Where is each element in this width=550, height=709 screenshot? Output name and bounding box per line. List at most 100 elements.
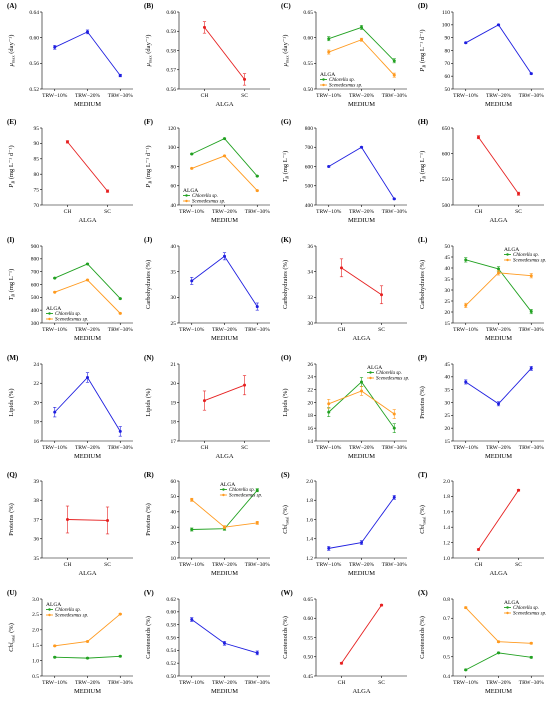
y-tick-label: 40 <box>171 510 177 516</box>
y-tick-label: 17 <box>171 439 177 445</box>
legend-marker <box>369 371 371 373</box>
data-point <box>256 489 259 492</box>
x-axis-title: MEDIUM <box>211 688 238 695</box>
panel-letter: (M) <box>7 354 19 362</box>
x-axis-title: MEDIUM <box>485 335 512 342</box>
data-point <box>53 644 56 647</box>
x-tick-label: TRW−10% <box>179 327 205 333</box>
data-point <box>327 411 330 414</box>
x-tick-label: TRW−20% <box>349 562 375 568</box>
panel-o: (O)14161820222426TRW−10% TRW−20% TRW−30%ME… <box>281 354 409 460</box>
y-tick-label: 700 <box>305 145 314 151</box>
series-line-main <box>204 27 244 79</box>
y-tick-label: 0.5 <box>32 674 39 680</box>
y-axis-title: Proteins (%) <box>145 503 152 536</box>
x-tick-label: SC <box>104 209 111 215</box>
y-axis-title: Chltotal (%) <box>419 505 427 534</box>
data-point <box>53 277 56 280</box>
panel-b: (B)0.560.570.580.590.60CH SCALGAμmax (day… <box>144 2 270 108</box>
x-axis-title: MEDIUM <box>485 453 512 460</box>
y-axis-title: μmax (day⁻¹) <box>145 35 153 67</box>
y-tick-label: 100 <box>442 23 451 29</box>
y-tick-label: 0.55 <box>303 635 313 641</box>
panel-l: (L)1520253035404550TRW−10% TRW−20% TRW−30%… <box>418 236 546 342</box>
series-line-scenedesmus <box>192 156 258 191</box>
panel-s: (S)1.21.41.61.82.0TRW−10% TRW−20% TRW−30%M… <box>281 471 407 577</box>
y-tick-label: 50 <box>445 87 451 93</box>
data-point <box>119 613 122 616</box>
y-axis-title: PB (mg L⁻¹ d⁻¹) <box>145 145 153 188</box>
data-point <box>327 165 330 168</box>
panel-d: (D) 50 60 70 80 90 100 110 TRW−10% TRW−20% TRW−30%… <box>418 2 544 108</box>
y-tick-label: 60 <box>171 184 177 190</box>
y-tick-label: 38 <box>34 498 40 504</box>
data-point <box>256 175 259 178</box>
panel-t: (T)1.01.21.41.61.82.0CH SCALGAChltotal (%… <box>418 471 544 577</box>
panel-g: (G)400500600700800TRW−10% TRW−20% TRW−30%M… <box>281 118 407 224</box>
x-tick-label: TRW−30% <box>519 680 545 686</box>
panel-letter: (Q) <box>7 471 18 479</box>
y-tick-label: 1.4 <box>443 525 450 531</box>
y-tick-label: 0.56 <box>166 635 176 641</box>
data-point <box>327 547 330 550</box>
panel-letter: (A) <box>7 2 17 10</box>
x-tick-label: TRW−10% <box>42 93 68 99</box>
data-point <box>86 262 89 265</box>
y-tick-label: 0.57 <box>166 68 176 74</box>
y-tick-label: 22 <box>308 387 314 393</box>
x-tick-label: TRW−30% <box>382 209 408 215</box>
y-axis-title: Carotenoids (%) <box>282 616 289 659</box>
legend-marker <box>369 377 371 379</box>
legend-marker <box>48 318 50 320</box>
y-tick-label: 110 <box>442 10 450 16</box>
y-tick-label: 35 <box>171 269 177 275</box>
data-point <box>530 367 533 370</box>
x-axis-title: ALGA <box>215 101 233 108</box>
data-point <box>86 657 89 660</box>
panel-letter: (C) <box>281 2 291 10</box>
x-axis-title: MEDIUM <box>485 101 512 108</box>
y-tick-label: 500 <box>442 203 451 209</box>
y-tick-label: 30 <box>445 288 451 294</box>
y-tick-label: 20 <box>34 400 40 406</box>
y-axis-title: Lipids (%) <box>282 389 289 417</box>
y-axis-title: Carotenoids (%) <box>145 616 152 659</box>
data-point <box>119 74 122 77</box>
series-line-scenedesmus <box>192 500 258 527</box>
data-point <box>497 402 500 405</box>
y-tick-label: 0.60 <box>29 35 39 41</box>
legend-item: Chlorella sp. <box>376 371 402 376</box>
panel-letter: (D) <box>418 2 428 10</box>
data-point <box>190 618 193 621</box>
legend-item: Scenedesmus sp. <box>55 318 88 323</box>
data-point <box>393 74 396 77</box>
x-tick-label: TRW−20% <box>212 680 238 686</box>
y-axis-title: Carbohydrates (%) <box>145 260 152 309</box>
y-tick-label: 1.8 <box>306 498 313 504</box>
y-axis-title: Chltotal (%) <box>8 623 16 652</box>
x-tick-label: TRW−30% <box>519 445 545 451</box>
y-tick-label: 25 <box>445 299 451 305</box>
y-tick-label: 34 <box>308 269 314 275</box>
y-axis-title: Proteins (%) <box>419 386 426 419</box>
data-point <box>497 640 500 643</box>
data-point <box>477 136 480 139</box>
series-line-main <box>192 256 258 306</box>
legend-marker <box>48 614 50 616</box>
x-tick-label: SC <box>378 680 385 686</box>
y-tick-label: 15 <box>445 321 451 327</box>
data-point <box>497 23 500 26</box>
y-tick-label: 80 <box>171 164 177 170</box>
x-tick-label: TRW−10% <box>179 680 205 686</box>
y-axis-title: Lipids (%) <box>145 389 152 417</box>
x-tick-label: TRW−10% <box>453 680 479 686</box>
y-tick-label: 20 <box>171 540 177 546</box>
data-point <box>53 46 56 49</box>
y-tick-label: 0.52 <box>166 661 176 667</box>
panel-letter: (W) <box>281 589 293 597</box>
x-tick-label: CH <box>338 327 346 333</box>
data-point <box>327 51 330 54</box>
legend-item: Chlorella sp. <box>192 194 218 199</box>
legend-marker <box>185 200 187 202</box>
